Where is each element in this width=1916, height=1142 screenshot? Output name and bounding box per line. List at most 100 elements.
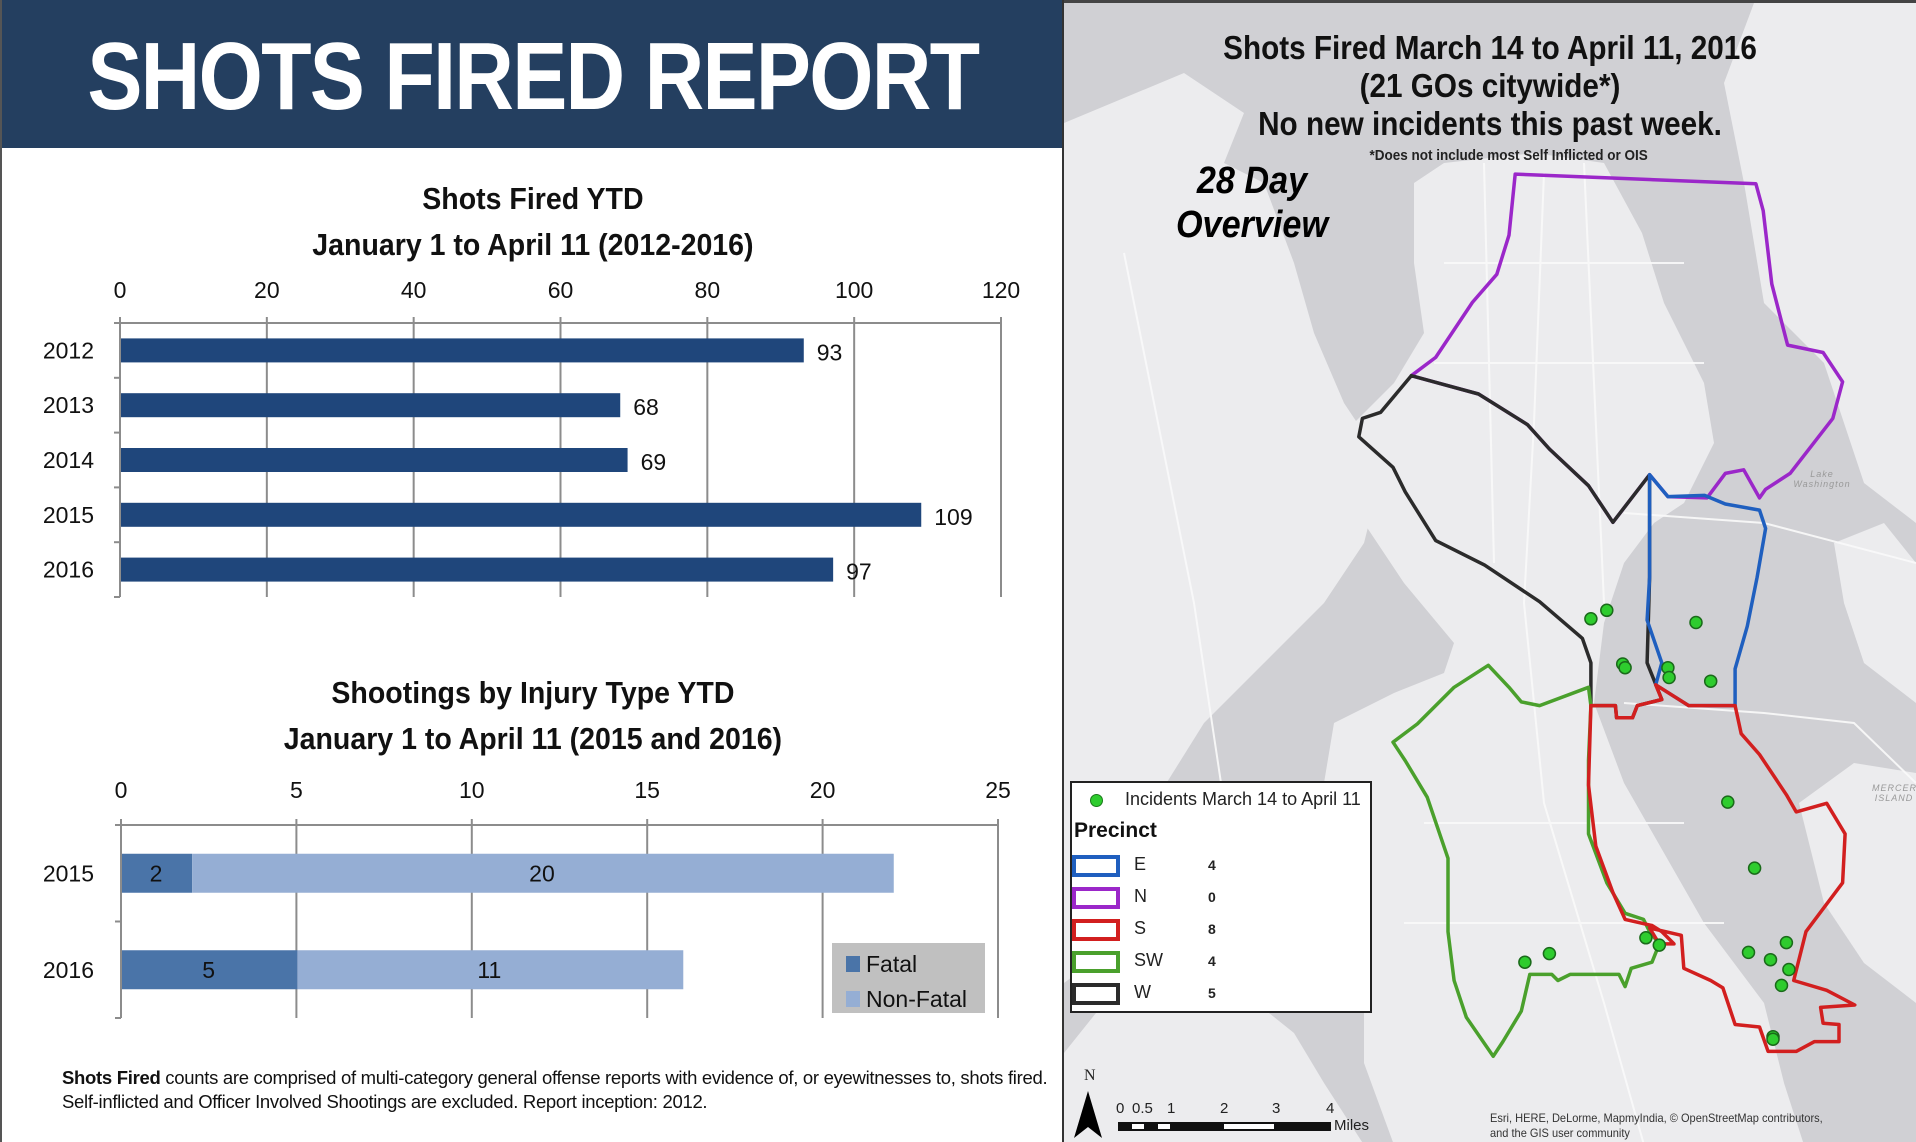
incident-marker[interactable] xyxy=(1600,603,1614,618)
data-label: 5 xyxy=(202,957,215,983)
bar-2016-non-fatal xyxy=(297,950,684,990)
land-west-lower xyxy=(1064,983,1363,1142)
precinct-e-boundary[interactable] xyxy=(1645,472,1768,708)
incident-points xyxy=(1518,603,1796,1046)
category-label: 2012 xyxy=(43,337,94,363)
footnote-bold: Shots Fired xyxy=(62,1067,161,1088)
scale-tick: 0 xyxy=(1116,1100,1125,1117)
incident-marker[interactable] xyxy=(1618,660,1632,675)
incident-marker[interactable] xyxy=(1779,935,1794,950)
x-tick-label: 0 xyxy=(114,277,127,303)
precinct-s-swatch-icon xyxy=(1072,919,1120,941)
x-tick-label: 60 xyxy=(548,277,574,303)
incident-marker[interactable] xyxy=(1639,931,1653,945)
land-east-2 xyxy=(1834,523,1916,703)
data-label: 109 xyxy=(934,504,972,530)
shots-fired-ytd-chart: 0 20 40 60 80 100 120 2012 93 2013 68 2014 69 2015 109… xyxy=(43,277,1020,598)
data-label: 11 xyxy=(477,957,501,983)
data-label: 69 xyxy=(641,449,667,475)
mercer-island-label: MERCER ISLAND xyxy=(1872,783,1916,803)
incident-marker[interactable] xyxy=(1542,946,1557,961)
scale-tick: 3 xyxy=(1272,1100,1281,1117)
precinct-sw-boundary[interactable] xyxy=(1391,663,1662,1059)
precinct-w-swatch-icon xyxy=(1072,983,1120,1005)
x-tick-label: 0 xyxy=(115,777,128,803)
incident-marker[interactable] xyxy=(1662,670,1676,685)
x-tick-label: 40 xyxy=(401,277,427,303)
land-city xyxy=(1324,153,1804,1142)
lake-washington-label: Lake Washington xyxy=(1793,469,1851,489)
scale-unit: Miles xyxy=(1334,1117,1370,1134)
incident-marker[interactable] xyxy=(1774,978,1789,993)
overview-line1: 28 Day xyxy=(1196,160,1308,202)
precinct-name: W xyxy=(1134,982,1151,1002)
panel-divider xyxy=(1062,0,1064,1142)
category-label: 2014 xyxy=(43,447,94,473)
bar-2014 xyxy=(121,448,628,472)
precinct-count: 4 xyxy=(1208,953,1216,969)
scale-bar[interactable] xyxy=(1118,1122,1331,1131)
incident-marker[interactable] xyxy=(1741,945,1756,960)
bar-2013 xyxy=(121,393,621,418)
scale-tick: 2 xyxy=(1220,1100,1229,1117)
incident-marker[interactable] xyxy=(1689,615,1703,630)
legend-precinct-e: E 4 xyxy=(1072,853,1372,885)
map-legend: Incidents March 14 to April 11 Precinct … xyxy=(1070,781,1372,1013)
incident-marker[interactable] xyxy=(1652,938,1667,952)
scale-tick: 1 xyxy=(1167,1100,1176,1117)
x-tick-label: 120 xyxy=(982,277,1020,303)
map-status-text: No new incidents this past week. xyxy=(1258,105,1722,142)
incident-marker[interactable] xyxy=(1584,612,1598,626)
legend-precinct-title: Precinct xyxy=(1074,819,1157,842)
map-title: Shots Fired March 14 to April 11, 2016 xyxy=(1223,29,1757,66)
precinct-name: E xyxy=(1134,854,1147,874)
incident-marker[interactable] xyxy=(1721,795,1735,809)
chart2-subtitle: January 1 to April 11 (2015 and 2016) xyxy=(283,721,783,756)
legend-precinct-w: W 5 xyxy=(1072,981,1372,1013)
category-label: 2013 xyxy=(43,392,94,418)
map-note: *Does not include most Self Inflicted or… xyxy=(1369,147,1648,164)
incident-marker[interactable] xyxy=(1782,962,1796,977)
incident-marker[interactable] xyxy=(1763,952,1778,967)
incident-marker[interactable] xyxy=(1747,861,1762,875)
data-label: 97 xyxy=(846,559,872,585)
legend-precinct-sw: SW 4 xyxy=(1072,949,1372,981)
legend-precinct-s: S 8 xyxy=(1072,917,1372,949)
data-label: 2 xyxy=(150,860,163,886)
incident-marker[interactable] xyxy=(1766,1032,1780,1046)
incident-marker[interactable] xyxy=(1518,955,1532,969)
map-canvas[interactable] xyxy=(1064,3,1916,1142)
data-label: 93 xyxy=(817,339,843,365)
x-tick-label: 20 xyxy=(254,277,280,303)
scale-tick: 4 xyxy=(1326,1100,1335,1117)
legend-incidents: Incidents March 14 to April 11 xyxy=(1090,789,1361,810)
shootings-by-injury-chart: 0 5 10 15 20 25 2 20 2015 5 11 2016 Fatal Non-Fatal xyxy=(43,777,1011,1019)
land-east xyxy=(1724,3,1916,523)
map-attribution: Esri, HERE, DeLorme, MapmyIndia, © OpenS… xyxy=(1490,1111,1823,1141)
legend-entry: Fatal xyxy=(866,951,917,977)
incident-marker[interactable] xyxy=(1703,674,1718,688)
data-label: 20 xyxy=(529,860,555,886)
bar-2015-fatal xyxy=(122,853,193,893)
land-areas xyxy=(1064,3,1916,1142)
precinct-count: 8 xyxy=(1208,921,1216,937)
precinct-sw-swatch-icon xyxy=(1072,951,1120,973)
precinct-n-swatch-icon xyxy=(1072,887,1120,909)
bar-2015 xyxy=(121,502,922,527)
land-mercer xyxy=(1799,763,1916,1003)
precinct-s-boundary[interactable] xyxy=(1586,683,1857,1054)
x-tick-label: 20 xyxy=(810,777,836,803)
precinct-name: N xyxy=(1134,886,1147,906)
x-tick-label: 100 xyxy=(835,277,873,303)
report-left-panel: SHOTS FIRED REPORT Shots Fired YTD Janua… xyxy=(0,0,1064,1142)
scale-tick: 0.5 xyxy=(1132,1100,1153,1117)
legend-entry: Non-Fatal xyxy=(866,986,967,1012)
category-label: 2015 xyxy=(43,860,94,886)
precinct-map[interactable]: N 0 0.5 1 2 3 4 Miles Lake Washington ME… xyxy=(1064,0,1916,1142)
bar-2015-non-fatal xyxy=(192,853,894,893)
legend-precinct-n: N 0 xyxy=(1072,885,1372,917)
chart1-title: Shots Fired YTD xyxy=(422,181,644,216)
overview-label: 28 Day Overview xyxy=(1144,159,1360,247)
bar-2016-fatal xyxy=(122,950,298,990)
attribution-line2: and the GIS user community xyxy=(1490,1126,1630,1140)
